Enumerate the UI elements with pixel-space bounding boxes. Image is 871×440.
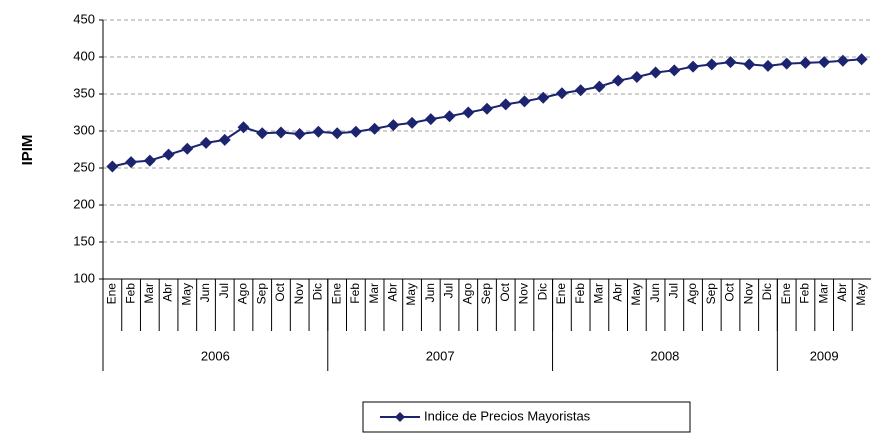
- data-point: [125, 156, 138, 169]
- x-tick-label: May: [404, 283, 418, 306]
- group-label: 2007: [426, 348, 455, 363]
- x-tick-label: Oct: [723, 282, 737, 301]
- data-point: [200, 136, 213, 149]
- data-point: [256, 127, 269, 140]
- x-tick-label: Ene: [554, 283, 568, 305]
- data-point: [537, 91, 550, 104]
- x-tick-label: Nov: [292, 283, 306, 304]
- x-tick-label: Sep: [479, 283, 493, 305]
- group-label: 2009: [810, 348, 839, 363]
- x-tick-label: Ene: [779, 283, 793, 305]
- data-point: [218, 133, 231, 146]
- x-tick-label: Nov: [517, 283, 531, 304]
- x-tick-label: Sep: [704, 283, 718, 305]
- data-point: [293, 127, 306, 140]
- group-label: 2008: [650, 348, 679, 363]
- y-tick-label: 400: [73, 48, 95, 63]
- x-tick-label: Sep: [254, 283, 268, 305]
- data-point: [705, 58, 718, 71]
- x-tick-label: Nov: [741, 283, 755, 304]
- data-point: [630, 70, 643, 83]
- x-tick-label: Ago: [685, 283, 699, 305]
- x-tick-label: May: [179, 283, 193, 306]
- data-point: [368, 122, 381, 135]
- data-point: [574, 84, 587, 97]
- y-tick-label: 150: [73, 233, 95, 248]
- data-point: [312, 125, 325, 138]
- data-point: [143, 154, 156, 167]
- x-tick-label: Ene: [105, 283, 119, 305]
- x-tick-label: May: [854, 283, 868, 306]
- x-tick-label: Feb: [123, 283, 137, 304]
- data-point: [424, 113, 437, 126]
- data-point: [331, 127, 344, 140]
- data-point: [406, 116, 419, 129]
- x-tick-label: Abr: [386, 283, 400, 302]
- x-tick-label: Feb: [348, 283, 362, 304]
- x-tick-label: Oct: [498, 282, 512, 301]
- data-point: [780, 57, 793, 70]
- y-tick-label: 200: [73, 196, 95, 211]
- data-point: [668, 64, 681, 77]
- x-tick-label: Dic: [311, 283, 325, 300]
- data-point: [593, 80, 606, 93]
- x-tick-label: Jun: [423, 283, 437, 302]
- y-tick-label: 450: [73, 11, 95, 26]
- y-tick-label: 350: [73, 85, 95, 100]
- x-tick-label: Ago: [236, 283, 250, 305]
- x-tick-label: Dic: [760, 283, 774, 300]
- data-point: [761, 59, 774, 72]
- x-tick-label: Jun: [648, 283, 662, 302]
- data-point: [649, 66, 662, 79]
- x-tick-label: Feb: [798, 283, 812, 304]
- data-point: [162, 148, 175, 161]
- data-point: [499, 98, 512, 111]
- x-tick-label: Abr: [161, 283, 175, 302]
- data-point: [237, 121, 250, 134]
- x-tick-label: Mar: [367, 283, 381, 304]
- legend-label: Indice de Precios Mayoristas: [424, 408, 591, 423]
- x-tick-label: Mar: [142, 283, 156, 304]
- x-tick-label: Oct: [273, 282, 287, 301]
- x-tick-label: Mar: [816, 283, 830, 304]
- data-point: [106, 160, 119, 173]
- data-point: [724, 56, 737, 69]
- data-point: [836, 54, 849, 67]
- data-point: [518, 95, 531, 108]
- data-point: [799, 56, 812, 69]
- data-point: [274, 126, 287, 139]
- data-point: [855, 53, 868, 66]
- data-point: [443, 110, 456, 123]
- y-tick-label: 250: [73, 159, 95, 174]
- group-label: 2006: [201, 348, 230, 363]
- data-point: [743, 58, 756, 71]
- data-point: [818, 56, 831, 69]
- legend-marker: [395, 412, 405, 422]
- data-point: [462, 106, 475, 119]
- x-tick-label: Ago: [460, 283, 474, 305]
- x-tick-label: Jun: [198, 283, 212, 302]
- y-axis-label: IPIM: [19, 135, 36, 166]
- data-point: [687, 60, 700, 73]
- data-point: [555, 87, 568, 100]
- x-tick-label: Feb: [573, 283, 587, 304]
- data-point: [481, 102, 493, 115]
- x-tick-label: Jul: [666, 283, 680, 298]
- data-point: [349, 125, 362, 138]
- x-tick-label: Jul: [217, 283, 231, 298]
- x-tick-label: Dic: [535, 283, 549, 300]
- x-tick-label: Mar: [592, 283, 606, 304]
- x-tick-label: Jul: [442, 283, 456, 298]
- x-tick-label: Ene: [329, 283, 343, 305]
- data-point: [387, 119, 400, 132]
- x-tick-label: May: [629, 283, 643, 306]
- data-point: [612, 74, 625, 87]
- data-point: [181, 142, 194, 155]
- x-tick-label: Abr: [610, 283, 624, 302]
- y-tick-label: 300: [73, 122, 95, 137]
- x-tick-label: Abr: [835, 283, 849, 302]
- y-tick-label: 100: [73, 270, 95, 285]
